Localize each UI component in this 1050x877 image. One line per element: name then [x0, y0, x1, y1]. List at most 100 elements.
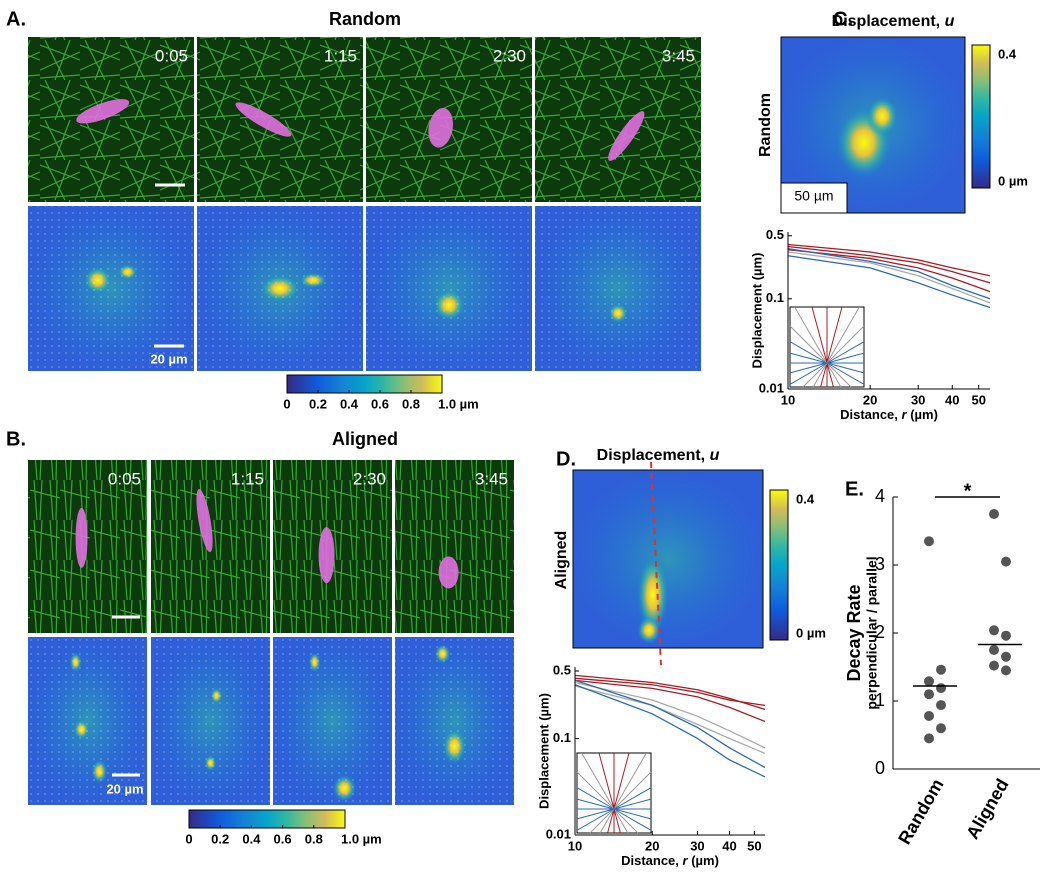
inset-ray [599, 808, 615, 834]
data-point [989, 625, 999, 636]
row-label: Random [757, 93, 774, 157]
cell [428, 107, 454, 148]
inset-ray [598, 752, 615, 810]
vector-field [151, 637, 270, 805]
cell [608, 111, 645, 161]
colorbar-tick-label: 0.8 [305, 831, 323, 846]
cell [76, 99, 130, 124]
colorbar-tick-label: 0 [185, 831, 192, 846]
inset-ray [826, 341, 865, 364]
panel-title: Aligned [332, 429, 398, 449]
inset-ray [613, 808, 652, 820]
axis-guide [650, 461, 662, 666]
vector-field [197, 206, 363, 371]
x-tick-label: 10 [568, 838, 582, 853]
panel-label: B. [6, 428, 26, 450]
x-tick-label: 40 [945, 392, 959, 407]
vector-field [366, 206, 532, 371]
x-axis-label-part: Distance, [840, 407, 901, 422]
data-line [574, 679, 766, 723]
y-axis-label: perpendicular / parallel [864, 556, 880, 709]
x-tick-label: 50 [971, 392, 985, 407]
y-tick-label: 0.01 [546, 826, 571, 841]
y-axis-label: Displacement (µm) [536, 693, 551, 809]
inset-ray [576, 808, 615, 831]
data-point [1001, 651, 1011, 662]
row-label: Aligned [553, 531, 570, 590]
data-line [574, 679, 766, 769]
x-axis-label: Distance, r (µm) [621, 853, 719, 868]
inset-ray [613, 752, 647, 810]
time-stamp: 1:15 [324, 46, 357, 65]
vector-field [395, 637, 514, 805]
data-point [989, 660, 999, 671]
inset-ray [826, 352, 865, 364]
x-tick-label: 50 [747, 838, 761, 853]
colorbar [286, 374, 443, 394]
data-point [924, 689, 934, 700]
data-line [574, 685, 766, 755]
heat-blob [866, 96, 899, 137]
time-stamp: 0:05 [108, 469, 141, 488]
data-point [924, 536, 934, 547]
data-point [924, 733, 934, 744]
x-axis-label-part: (µm) [688, 853, 719, 868]
inset-ray [811, 306, 828, 364]
inset-ray [826, 306, 843, 364]
data-point [989, 509, 999, 519]
colorbar-tick-label: 0 µm [796, 625, 826, 640]
time-stamp: 3:45 [662, 46, 695, 65]
y-tick-label: 2 [875, 622, 885, 642]
inset-ray [789, 325, 828, 364]
time-stamp: 2:30 [493, 46, 526, 65]
panel-label: C. [833, 8, 853, 30]
scale-bar-label: 20 µm [150, 351, 187, 366]
vector-field [273, 637, 392, 805]
x-tick-label: Random [894, 775, 947, 847]
inset-ray [613, 752, 630, 810]
inset-ray [576, 787, 615, 810]
colorbar-tick-label: 0.6 [274, 831, 292, 846]
x-axis-label: Distance, r (µm) [840, 407, 938, 422]
panel-label: D. [556, 448, 576, 470]
y-tick-label: 0.5 [553, 662, 571, 677]
inset-ray [581, 752, 615, 810]
inset-ray [789, 352, 828, 364]
data-point [936, 723, 946, 734]
colorbar-tick-label: 0.8 [402, 396, 420, 411]
y-tick-label: 0.1 [553, 730, 571, 745]
x-tick-label: 30 [690, 838, 704, 853]
time-stamp: 3:45 [475, 469, 508, 488]
data-line [787, 245, 991, 284]
x-tick-label: 40 [722, 838, 736, 853]
x-tick-label: 10 [781, 392, 795, 407]
micrograph [395, 460, 514, 633]
panel-title-part: u [710, 447, 720, 464]
heatmap-frame [780, 36, 966, 214]
panel-title: Displacement, u [832, 13, 955, 30]
time-stamp: 2:30 [353, 469, 386, 488]
significance-label: * [964, 480, 972, 502]
data-line [787, 247, 991, 300]
inset-ray [826, 325, 865, 364]
cell [318, 527, 335, 584]
micrograph [535, 37, 701, 202]
colorbar-tick-label: 0.2 [309, 396, 327, 411]
inset-ray [826, 362, 834, 388]
data-point [1001, 665, 1011, 676]
micrograph [28, 460, 147, 633]
inset-ray [613, 808, 652, 831]
panel-title-part: Displacement, [832, 13, 945, 30]
data-line [574, 677, 766, 707]
inset-ray [826, 362, 852, 388]
colorbar-tick-label: 0.4 [998, 46, 1017, 61]
inset-ray [613, 808, 621, 834]
inset-ray [812, 362, 828, 388]
scale-bar-label: 50 µm [794, 188, 833, 204]
panel-title-part: u [945, 13, 955, 30]
x-axis-label-part: r [683, 853, 689, 868]
panel-title: Displacement, u [597, 447, 720, 464]
colorbar-tick-label: 0.2 [211, 831, 229, 846]
colorbar-tick-label: 0.4 [796, 491, 815, 506]
